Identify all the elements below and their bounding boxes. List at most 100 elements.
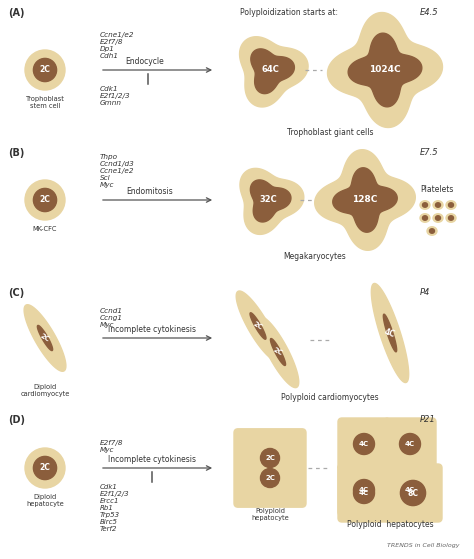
Text: Ccnd1
Ccng1
Myc: Ccnd1 Ccng1 Myc <box>100 308 123 328</box>
Polygon shape <box>251 49 294 93</box>
Text: Trophoblast giant cells: Trophoblast giant cells <box>287 128 373 137</box>
Text: Polyploid cardiomyocytes: Polyploid cardiomyocytes <box>281 393 379 402</box>
Ellipse shape <box>33 456 56 480</box>
Text: E2f7/8
Myc: E2f7/8 Myc <box>100 440 124 453</box>
Ellipse shape <box>256 464 284 492</box>
Ellipse shape <box>420 201 430 209</box>
Ellipse shape <box>261 468 280 487</box>
Text: MK-CFC: MK-CFC <box>33 226 57 232</box>
Ellipse shape <box>25 448 65 488</box>
Text: 4C: 4C <box>359 490 369 496</box>
Text: 64C: 64C <box>261 65 279 74</box>
Ellipse shape <box>401 480 426 505</box>
Text: E4.5: E4.5 <box>420 8 438 17</box>
Ellipse shape <box>446 201 456 209</box>
Text: Megakaryocytes: Megakaryocytes <box>283 252 346 261</box>
Text: Trophoblast
stem cell: Trophoblast stem cell <box>26 96 64 109</box>
Ellipse shape <box>395 475 431 511</box>
Ellipse shape <box>261 448 280 467</box>
Ellipse shape <box>427 227 437 235</box>
Ellipse shape <box>349 429 379 459</box>
Ellipse shape <box>25 50 65 90</box>
Text: 2C: 2C <box>265 475 275 481</box>
Text: 2C: 2C <box>39 463 50 472</box>
Text: P21: P21 <box>420 415 436 424</box>
Polygon shape <box>37 325 53 350</box>
Ellipse shape <box>349 475 379 505</box>
Text: 2C: 2C <box>39 333 51 343</box>
Text: Thpo
Ccnd1/d3
Ccne1/e2
Scl
Myc: Thpo Ccnd1/d3 Ccne1/e2 Scl Myc <box>100 154 135 188</box>
Ellipse shape <box>354 482 374 504</box>
FancyBboxPatch shape <box>384 464 436 516</box>
Text: Cdk1
E2f1/2/3
Ercc1
Rb1
Trp53
Birc5
Terf2: Cdk1 E2f1/2/3 Ercc1 Rb1 Trp53 Birc5 Terf… <box>100 484 129 532</box>
Text: TRENDS in Cell Biology: TRENDS in Cell Biology <box>388 543 460 548</box>
Ellipse shape <box>349 478 379 508</box>
Text: 2C: 2C <box>39 196 50 205</box>
Polygon shape <box>271 339 285 366</box>
Text: 2C: 2C <box>39 65 50 74</box>
Ellipse shape <box>448 216 454 220</box>
Ellipse shape <box>422 203 428 207</box>
Text: Polyploidization starts at:: Polyploidization starts at: <box>240 8 338 17</box>
Polygon shape <box>236 291 280 361</box>
Text: Platelets: Platelets <box>420 185 453 194</box>
Text: 4C: 4C <box>405 487 415 493</box>
Text: Polyploid  hepatocytes: Polyploid hepatocytes <box>346 520 433 529</box>
Polygon shape <box>239 37 308 107</box>
FancyBboxPatch shape <box>384 418 436 470</box>
Text: Diploid
hepatocyte: Diploid hepatocyte <box>26 494 64 507</box>
Ellipse shape <box>354 433 374 454</box>
FancyBboxPatch shape <box>338 418 390 470</box>
FancyBboxPatch shape <box>338 464 390 522</box>
Text: Incomplete cytokinesis: Incomplete cytokinesis <box>108 325 196 334</box>
Ellipse shape <box>436 216 440 220</box>
Text: 128C: 128C <box>352 196 378 205</box>
Ellipse shape <box>25 180 65 220</box>
Ellipse shape <box>448 203 454 207</box>
Text: 4C: 4C <box>359 441 369 447</box>
Text: 32C: 32C <box>259 196 277 205</box>
Polygon shape <box>257 316 299 387</box>
Text: Cdk1
E2f1/2/3
Gmnn: Cdk1 E2f1/2/3 Gmnn <box>100 86 131 106</box>
Polygon shape <box>348 33 422 107</box>
Text: Endocycle: Endocycle <box>126 57 164 66</box>
Text: Incomplete cytokinesis: Incomplete cytokinesis <box>108 455 196 464</box>
Polygon shape <box>24 305 66 371</box>
Ellipse shape <box>420 214 430 222</box>
Text: 2C: 2C <box>272 347 284 357</box>
Ellipse shape <box>33 188 56 212</box>
Text: E7.5: E7.5 <box>420 148 438 157</box>
Polygon shape <box>333 168 397 232</box>
Text: P4: P4 <box>420 288 430 297</box>
FancyBboxPatch shape <box>338 464 390 516</box>
Ellipse shape <box>429 229 435 233</box>
FancyBboxPatch shape <box>234 429 306 507</box>
Text: 4C: 4C <box>383 327 397 339</box>
Ellipse shape <box>354 480 374 500</box>
FancyBboxPatch shape <box>384 464 442 522</box>
Ellipse shape <box>256 444 284 472</box>
Ellipse shape <box>395 475 425 505</box>
Text: Diploid
cardiomyocyte: Diploid cardiomyocyte <box>20 384 70 397</box>
Ellipse shape <box>446 214 456 222</box>
Polygon shape <box>240 168 304 234</box>
Text: Polyploid
hepatocyte: Polyploid hepatocyte <box>251 508 289 521</box>
Polygon shape <box>371 283 409 382</box>
Polygon shape <box>328 12 442 127</box>
Text: Endomitosis: Endomitosis <box>127 187 173 196</box>
Ellipse shape <box>33 58 56 82</box>
Text: 8C: 8C <box>408 489 419 498</box>
Text: (B): (B) <box>8 148 24 158</box>
Polygon shape <box>315 150 415 250</box>
Text: Ccne1/e2
E2f7/8
Dp1
Cdh1: Ccne1/e2 E2f7/8 Dp1 Cdh1 <box>100 32 135 59</box>
Text: (D): (D) <box>8 415 25 425</box>
Ellipse shape <box>400 433 420 454</box>
Ellipse shape <box>433 201 443 209</box>
Polygon shape <box>383 314 397 352</box>
Ellipse shape <box>422 216 428 220</box>
Text: 4C: 4C <box>405 441 415 447</box>
Ellipse shape <box>395 429 425 459</box>
Polygon shape <box>250 313 266 339</box>
Text: 1024C: 1024C <box>369 65 401 74</box>
Ellipse shape <box>433 214 443 222</box>
